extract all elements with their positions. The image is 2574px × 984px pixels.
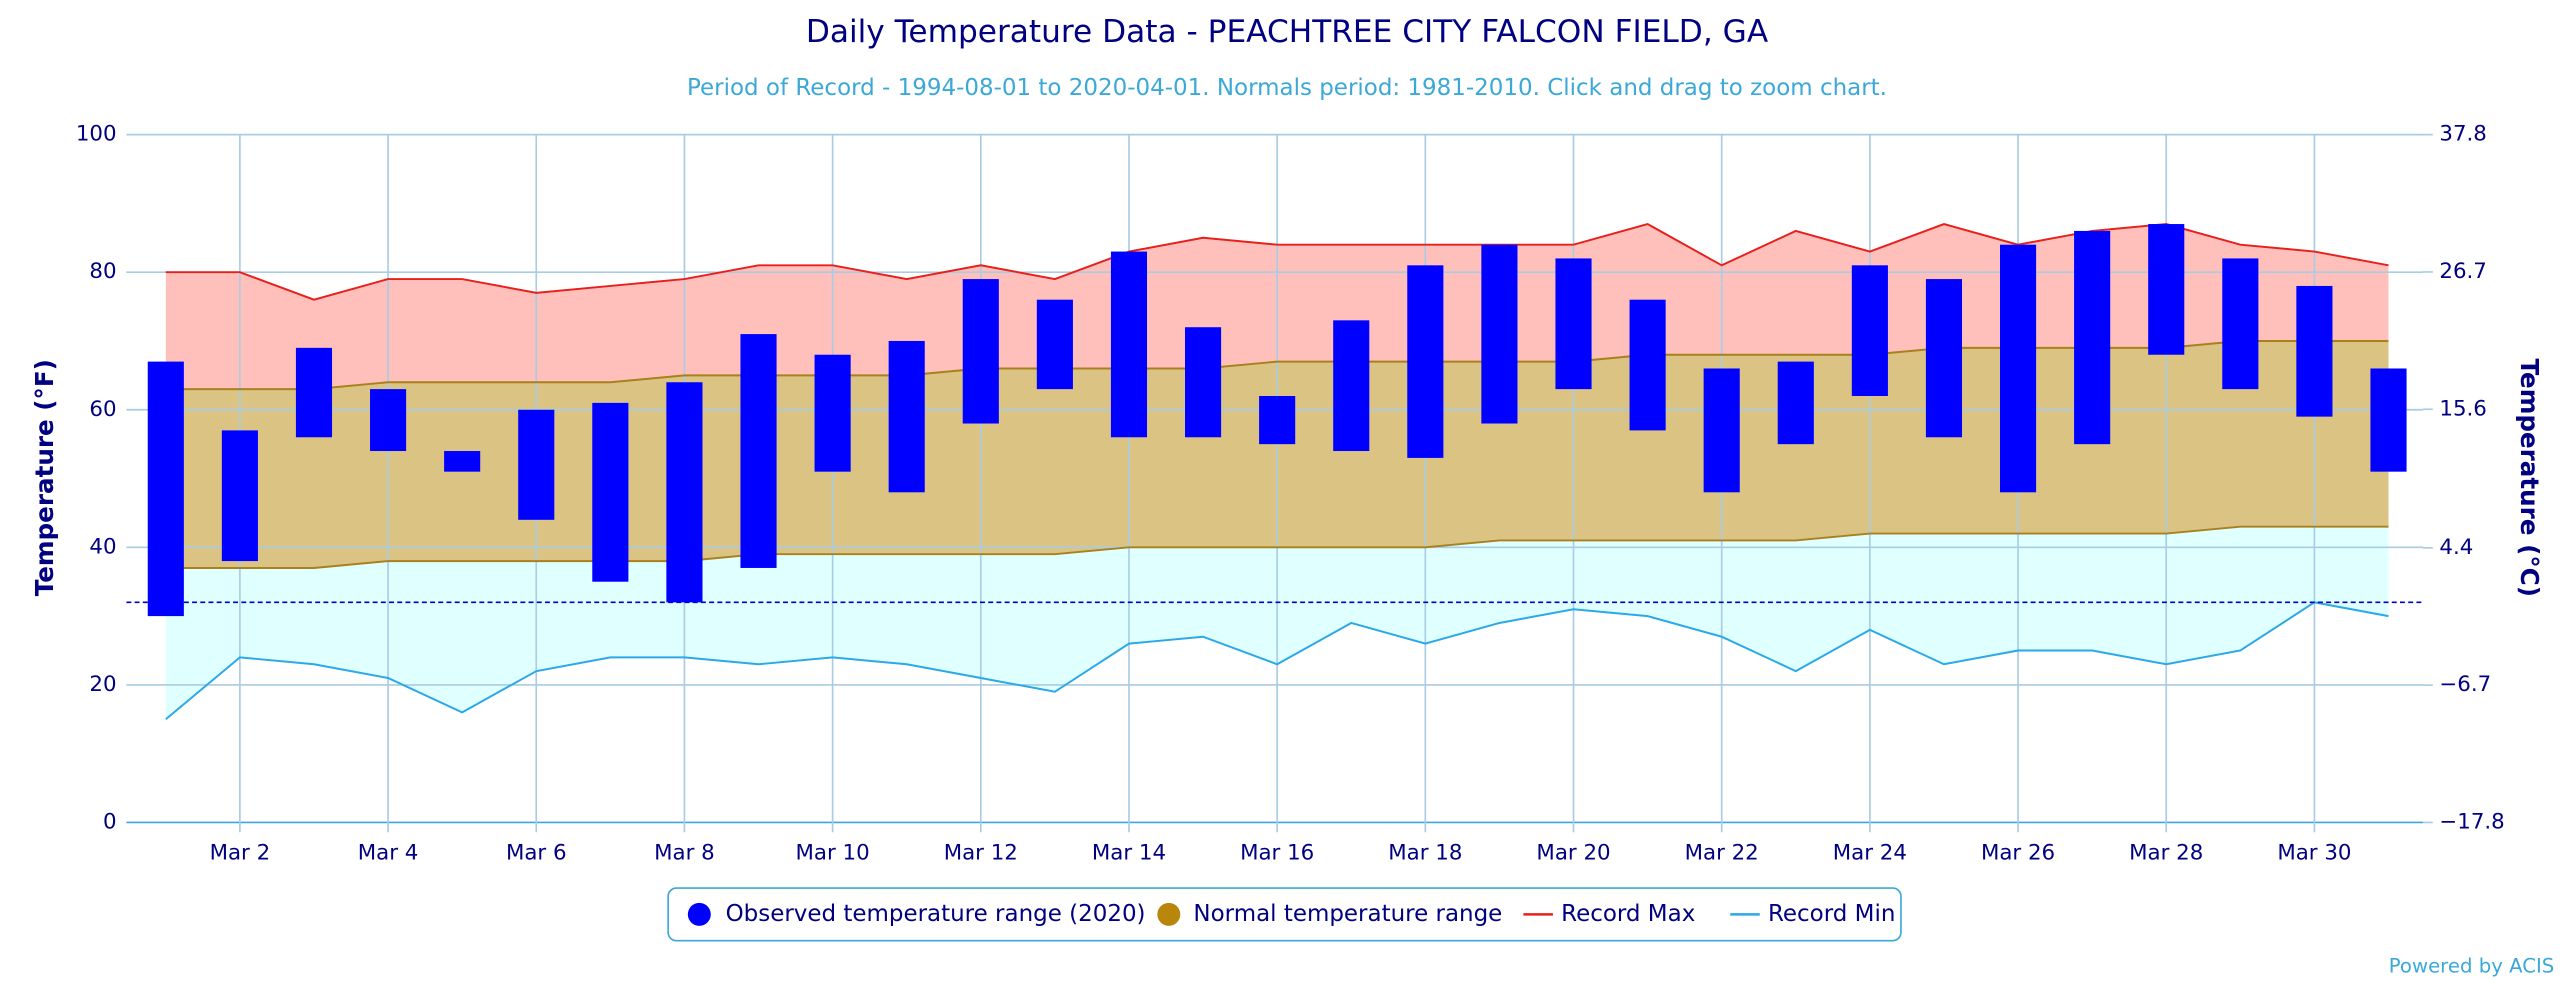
legend-label: Observed temperature range (2020) xyxy=(726,901,1146,927)
observed-bar xyxy=(666,382,703,603)
legend-box xyxy=(667,887,1902,942)
x-tick-label: Mar 2 xyxy=(210,841,271,866)
record-min-line xyxy=(165,601,2389,721)
observed-bar xyxy=(1925,279,1963,438)
observed-bar xyxy=(1851,265,1888,397)
observed-bar xyxy=(1703,368,1740,493)
y2-axis-label: Temperature (°C) xyxy=(2515,358,2544,596)
observed-bar xyxy=(1036,299,1073,390)
x-tick-label: Mar 28 xyxy=(2129,841,2203,866)
observed-bar xyxy=(221,430,258,562)
x-tick-label: Mar 8 xyxy=(654,841,715,866)
observed-bar xyxy=(2296,285,2333,417)
legend-label: Record Min xyxy=(1768,901,1895,927)
x-tick-label: Mar 10 xyxy=(796,841,870,866)
y-axis-label: Temperature (°F) xyxy=(30,359,59,596)
normal-low-line xyxy=(165,525,2389,569)
observed-bar xyxy=(1481,244,1518,424)
observed-bar xyxy=(295,347,333,438)
credit: Powered by ACIS xyxy=(2389,954,2555,977)
observed-bar xyxy=(1185,327,1222,438)
y-tick-label: 40 xyxy=(89,534,116,559)
observed-bar xyxy=(888,340,925,493)
observed-bar xyxy=(740,334,777,568)
observed-bar xyxy=(370,389,407,452)
legend-marker xyxy=(687,902,711,926)
observed-bar xyxy=(518,409,555,520)
observed-bar xyxy=(962,279,999,424)
x-tick-label: Mar 22 xyxy=(1685,841,1759,866)
observed-bar xyxy=(444,451,481,472)
observed-bar xyxy=(814,354,851,472)
observed-bar xyxy=(2148,224,2185,355)
x-tick-label: Mar 12 xyxy=(944,841,1018,866)
x-tick-label: Mar 16 xyxy=(1240,841,1314,866)
observed-bar xyxy=(1259,396,1296,445)
y-tick-label: 20 xyxy=(89,672,116,697)
observed-bar xyxy=(1333,320,1370,452)
x-tick-label: Mar 18 xyxy=(1388,841,1462,866)
y2-tick-label: −17.8 xyxy=(2439,809,2504,834)
legend-marker xyxy=(1157,902,1181,926)
observed-bar xyxy=(1777,361,1814,445)
x-tick-label: Mar 14 xyxy=(1092,841,1166,866)
observed-bar xyxy=(1629,299,1666,431)
observed-bar xyxy=(1555,258,1592,390)
observed-bar xyxy=(2222,258,2259,390)
y2-tick-label: 15.6 xyxy=(2439,396,2487,421)
legend-label: Normal temperature range xyxy=(1193,901,1502,927)
y-tick-label: 100 xyxy=(76,122,117,147)
y2-tick-label: 37.8 xyxy=(2439,122,2487,147)
chart-subtitle: Period of Record - 1994-08-01 to 2020-04… xyxy=(687,75,1887,101)
y2-tick-label: 26.7 xyxy=(2439,259,2487,284)
y-tick-label: 0 xyxy=(103,809,117,834)
y2-tick-label: 4.4 xyxy=(2439,535,2473,560)
y-tick-label: 60 xyxy=(89,397,116,422)
x-tick-label: Mar 26 xyxy=(1981,841,2055,866)
observed-bar xyxy=(1110,251,1148,438)
x-tick-label: Mar 24 xyxy=(1833,841,1907,866)
legend-label: Record Max xyxy=(1561,901,1695,927)
y2-tick-label: −6.7 xyxy=(2439,672,2491,697)
observed-bar xyxy=(147,361,184,617)
observed-bar xyxy=(2370,368,2407,472)
x-tick-label: Mar 4 xyxy=(358,841,419,866)
observed-bar xyxy=(1407,265,1444,458)
x-tick-label: Mar 6 xyxy=(506,841,567,866)
chart-title: Daily Temperature Data - PEACHTREE CITY … xyxy=(806,14,1769,50)
observed-bar xyxy=(592,402,629,582)
x-tick-label: Mar 20 xyxy=(1536,841,1610,866)
observed-bar xyxy=(1999,244,2037,493)
observed-bar xyxy=(2074,230,2111,445)
y-tick-label: 80 xyxy=(89,259,116,284)
x-tick-label: Mar 30 xyxy=(2277,841,2351,866)
